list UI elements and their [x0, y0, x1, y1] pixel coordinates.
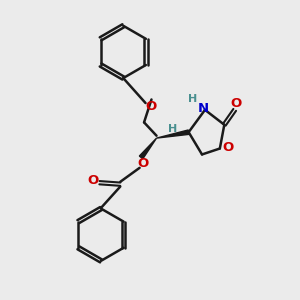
- Polygon shape: [139, 138, 157, 159]
- Text: O: O: [223, 140, 234, 154]
- Text: H: H: [188, 94, 197, 104]
- Text: O: O: [231, 97, 242, 110]
- Text: N: N: [198, 102, 209, 115]
- Text: O: O: [146, 100, 157, 112]
- Text: O: O: [138, 158, 149, 170]
- Polygon shape: [157, 130, 189, 138]
- Text: H: H: [168, 124, 177, 134]
- Text: O: O: [87, 174, 99, 188]
